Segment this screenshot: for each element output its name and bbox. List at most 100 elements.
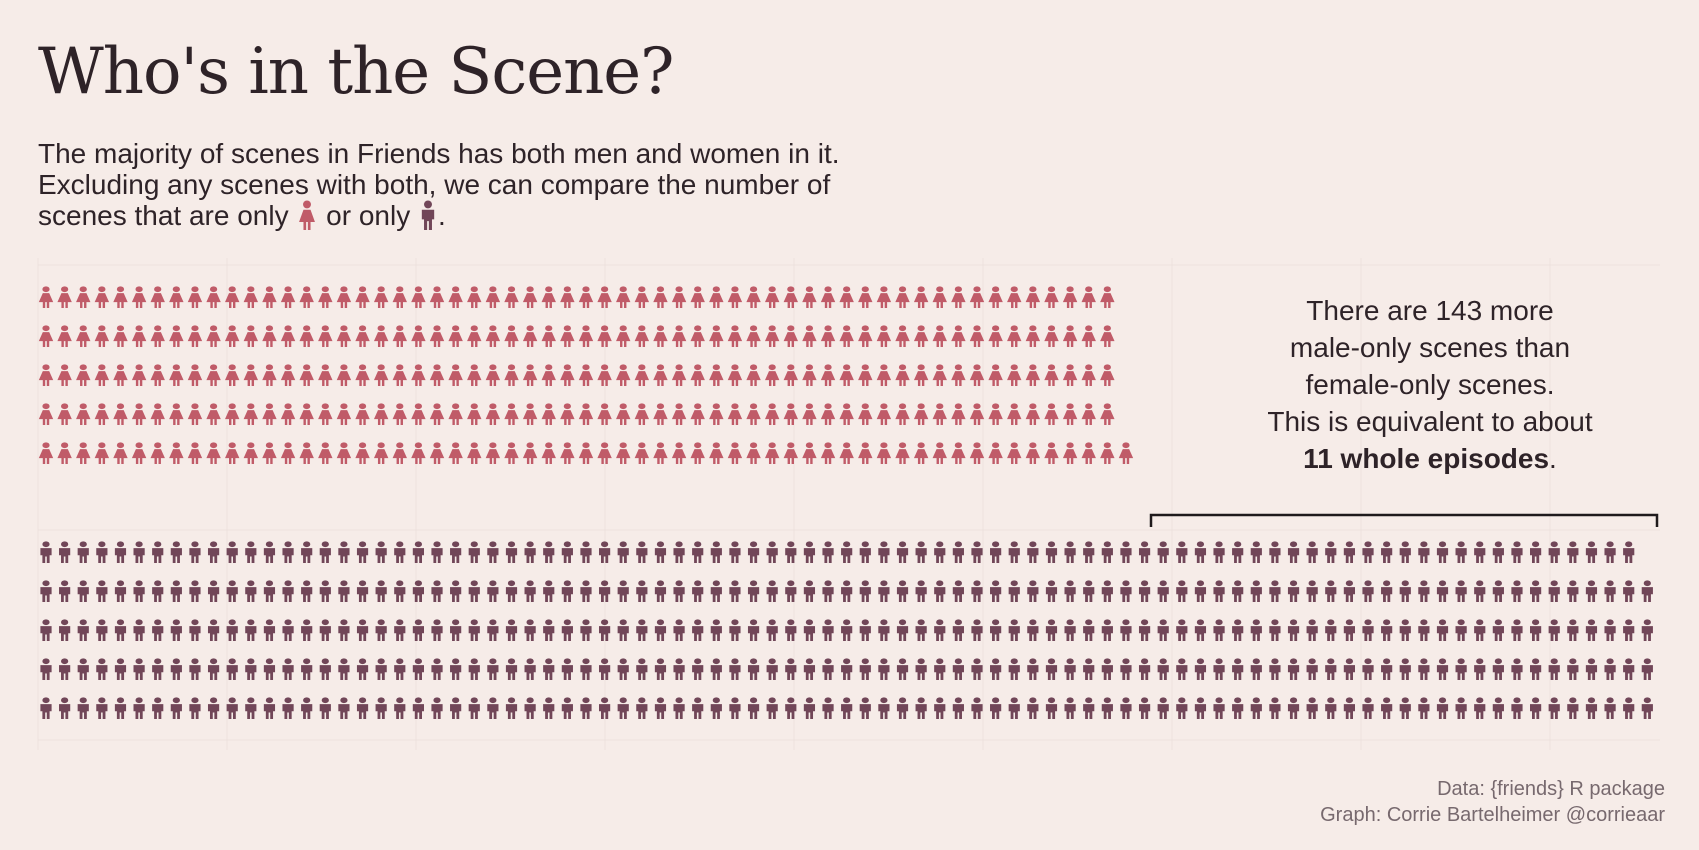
female-person-icon bbox=[429, 325, 445, 347]
male-person-icon bbox=[207, 658, 220, 680]
female-person-icon bbox=[820, 364, 836, 386]
male-person-icon bbox=[729, 658, 741, 680]
female-person-icon bbox=[336, 403, 352, 425]
male-person-icon bbox=[1008, 697, 1020, 719]
male-person-icon bbox=[1641, 619, 1653, 641]
male-person-icon bbox=[934, 658, 946, 680]
female-person-icon bbox=[653, 364, 668, 386]
female-person-icon bbox=[913, 286, 929, 308]
male-person-icon bbox=[59, 658, 71, 680]
male-person-icon bbox=[505, 658, 518, 680]
male-person-icon bbox=[1492, 658, 1504, 680]
female-person-icon bbox=[876, 442, 892, 464]
male-person-icon bbox=[785, 658, 797, 680]
male-person-icon bbox=[133, 658, 145, 680]
female-person-icon bbox=[299, 364, 314, 386]
female-person-icon bbox=[131, 442, 147, 464]
male-person-icon bbox=[617, 619, 629, 641]
male-person-icon bbox=[1399, 541, 1411, 563]
male-person-icon bbox=[580, 580, 592, 602]
male-person-icon bbox=[1418, 619, 1430, 641]
female-person-icon bbox=[131, 364, 147, 386]
female-person-icon bbox=[634, 364, 650, 386]
male-person-icon bbox=[1083, 541, 1095, 563]
male-person-icon bbox=[1641, 580, 1653, 602]
male-person-icon bbox=[1474, 619, 1486, 641]
female-person-icon bbox=[913, 442, 929, 464]
male-person-icon bbox=[338, 541, 350, 563]
male-person-icon bbox=[226, 541, 238, 563]
female-person-icon bbox=[895, 403, 910, 425]
female-person-icon bbox=[764, 286, 780, 308]
female-person-icon bbox=[895, 364, 910, 386]
male-person-icon bbox=[1455, 697, 1467, 719]
male-person-icon bbox=[1138, 697, 1151, 719]
male-person-icon bbox=[1250, 541, 1262, 563]
female-person-icon bbox=[969, 325, 985, 347]
male-person-icon bbox=[878, 697, 890, 719]
male-person-icon bbox=[1436, 697, 1449, 719]
male-person-icon bbox=[1027, 541, 1039, 563]
female-person-icon bbox=[932, 364, 947, 386]
male-person-icon bbox=[1213, 580, 1225, 602]
male-person-icon bbox=[934, 541, 946, 563]
female-person-icon bbox=[616, 325, 631, 347]
male-person-icon bbox=[673, 697, 685, 719]
female-person-icon bbox=[932, 403, 947, 425]
male-person-icon bbox=[1325, 619, 1337, 641]
female-person-icon bbox=[187, 325, 203, 347]
female-person-icon bbox=[690, 442, 705, 464]
male-person-icon bbox=[915, 658, 927, 680]
male-person-icon bbox=[1325, 541, 1337, 563]
female-person-icon bbox=[280, 286, 296, 308]
female-person-icon bbox=[1025, 442, 1041, 464]
male-person-icon bbox=[319, 697, 331, 719]
female-person-icon bbox=[187, 442, 203, 464]
female-person-icon bbox=[411, 403, 426, 425]
male-person-icon bbox=[1194, 658, 1207, 680]
male-person-icon bbox=[636, 619, 648, 641]
male-person-icon bbox=[952, 697, 964, 719]
male-person-icon bbox=[1269, 658, 1281, 680]
male-person-icon bbox=[96, 697, 108, 719]
female-person-icon bbox=[150, 286, 165, 308]
female-person-icon bbox=[709, 442, 724, 464]
male-person-icon bbox=[487, 541, 499, 563]
male-person-icon bbox=[114, 619, 127, 641]
female-person-icon bbox=[634, 403, 650, 425]
male-person-icon bbox=[282, 697, 294, 719]
male-person-icon bbox=[785, 619, 797, 641]
male-person-icon bbox=[822, 619, 834, 641]
male-person-icon bbox=[1101, 619, 1113, 641]
female-person-icon bbox=[820, 403, 836, 425]
male-person-icon bbox=[1232, 658, 1244, 680]
female-person-icon bbox=[1062, 325, 1078, 347]
male-person-icon bbox=[915, 541, 927, 563]
male-person-icon bbox=[896, 697, 909, 719]
male-person-icon bbox=[1213, 697, 1225, 719]
male-only-series bbox=[40, 541, 1653, 719]
male-person-icon bbox=[673, 541, 685, 563]
female-person-icon bbox=[1100, 364, 1115, 386]
male-person-icon bbox=[543, 580, 555, 602]
female-person-icon bbox=[541, 364, 556, 386]
female-person-icon bbox=[113, 325, 128, 347]
male-person-icon bbox=[1306, 658, 1318, 680]
male-person-icon bbox=[1083, 658, 1095, 680]
male-person-icon bbox=[1530, 580, 1542, 602]
male-person-icon bbox=[1381, 619, 1393, 641]
female-person-icon bbox=[429, 364, 445, 386]
female-person-icon bbox=[560, 325, 575, 347]
female-person-icon bbox=[373, 364, 389, 386]
male-person-icon bbox=[152, 697, 164, 719]
male-person-icon bbox=[282, 580, 294, 602]
female-person-icon bbox=[988, 286, 1003, 308]
subtitle-line-1: The majority of scenes in Friends has bo… bbox=[38, 138, 840, 169]
male-person-icon bbox=[356, 697, 369, 719]
male-person-icon bbox=[1269, 697, 1281, 719]
male-person-icon bbox=[859, 658, 871, 680]
male-person-icon bbox=[747, 658, 760, 680]
male-person-icon bbox=[1474, 541, 1486, 563]
male-person-icon bbox=[1604, 619, 1616, 641]
male-person-icon bbox=[412, 580, 424, 602]
